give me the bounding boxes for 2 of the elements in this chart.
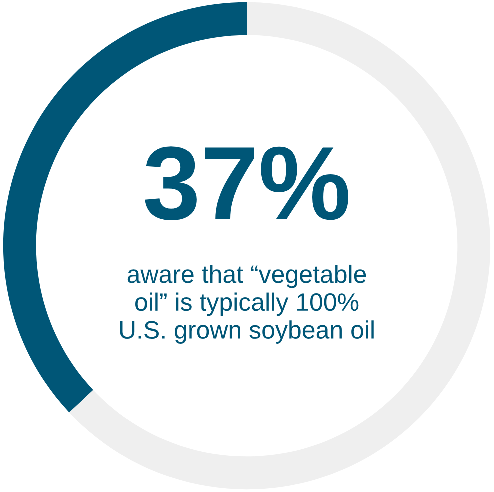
text: aware that “vegetable oil” is typically 100% U.S. grown soybean oil (120, 264, 374, 344)
text: 37% (145, 146, 348, 221)
